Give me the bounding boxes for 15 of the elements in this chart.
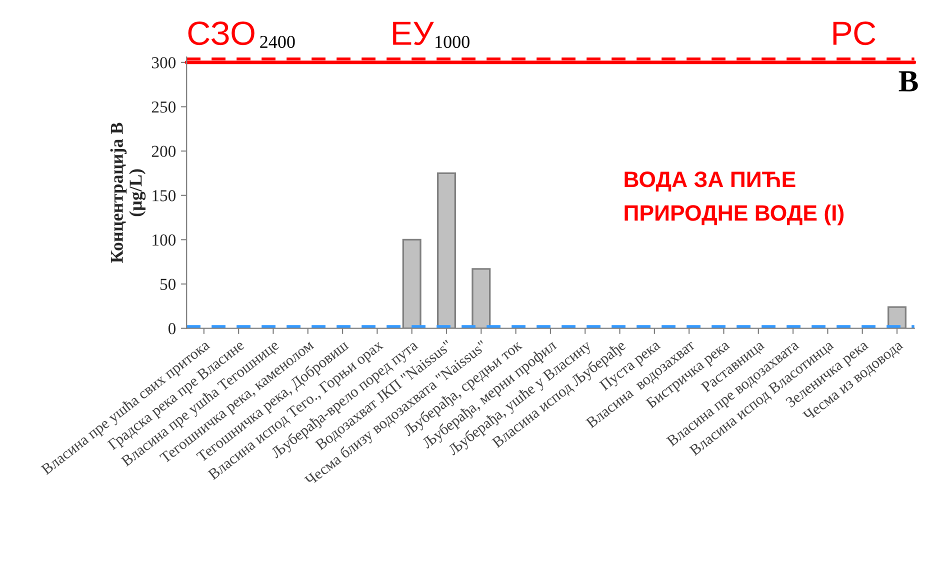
text: ЕУ xyxy=(393,22,434,46)
y-tick-label: 250 xyxy=(152,101,176,113)
text: 1000 xyxy=(436,36,470,48)
y-tick-label: 100 xyxy=(152,234,176,246)
annotation: ВОДА ЗА ПИЋЕ ПРИРОДНЕ ВОДЕ (I) xyxy=(624,172,844,226)
y-tick-label: 150 xyxy=(152,190,176,202)
y-axis-title: Концентрација B (µg/L) xyxy=(110,122,146,263)
y-tick-label: 200 xyxy=(152,146,176,157)
y-tick-label: 0 xyxy=(168,323,176,334)
text: СЗО xyxy=(188,21,254,46)
text: 2400 xyxy=(260,36,295,48)
annotation: B xyxy=(898,71,918,92)
text: РС xyxy=(833,21,876,46)
y-tick-label: 300 xyxy=(152,57,176,68)
y-tick-label: 50 xyxy=(160,278,176,290)
